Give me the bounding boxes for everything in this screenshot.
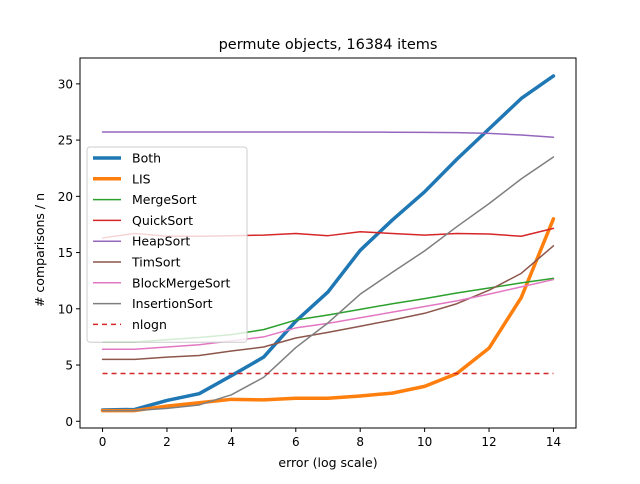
y-tick-label: 5 [65,359,73,373]
chart-title: permute objects, 16384 items [219,37,438,53]
legend-box [86,146,248,343]
legend-label-both: Both [132,151,161,166]
y-tick-label: 30 [58,77,73,91]
legend-label-lis: LIS [132,171,151,186]
series-line-insertionsort [101,156,555,412]
x-axis-label: error (log scale) [278,455,377,470]
legend-label-insertionsort: InsertionSort [132,296,213,311]
legend: Both LIS MergeSort QuickSort HeapSort TimSort… [86,146,248,343]
y-axis-label: # comparisons / n [32,193,47,307]
y-tick-label: 15 [58,246,73,260]
x-tick-label: 4 [228,435,236,449]
x-tick-label: 2 [163,435,171,449]
series-line-both [100,74,556,412]
legend-label-mergesort: MergeSort [132,192,197,207]
legend-label-timsort: TimSort [131,255,181,270]
y-tick-label: 0 [65,415,73,429]
y-axis-ticks: 0 5 10 15 20 25 30 [58,77,80,429]
x-tick-label: 10 [417,435,432,449]
series-line-lis [100,217,556,413]
y-tick-label: 25 [58,134,73,148]
legend-label-blockmergesort: BlockMergeSort [132,275,231,290]
legend-label-heapsort: HeapSort [132,234,190,249]
legend-label-quicksort: QuickSort [132,213,193,228]
y-tick-label: 10 [58,302,73,316]
series-line-heapsort [101,131,555,139]
series-line-timsort [101,245,555,361]
plot-frame [79,57,577,429]
x-tick-label: 6 [292,435,300,449]
x-tick-label: 0 [99,435,107,449]
x-tick-label: 8 [356,435,364,449]
y-tick-label: 20 [58,190,73,204]
x-tick-label: 14 [546,435,561,449]
x-axis-ticks: 0 2 4 6 8 10 12 14 [99,428,561,449]
legend-label-nlogn: nlogn [132,317,167,332]
x-tick-label: 12 [481,435,496,449]
